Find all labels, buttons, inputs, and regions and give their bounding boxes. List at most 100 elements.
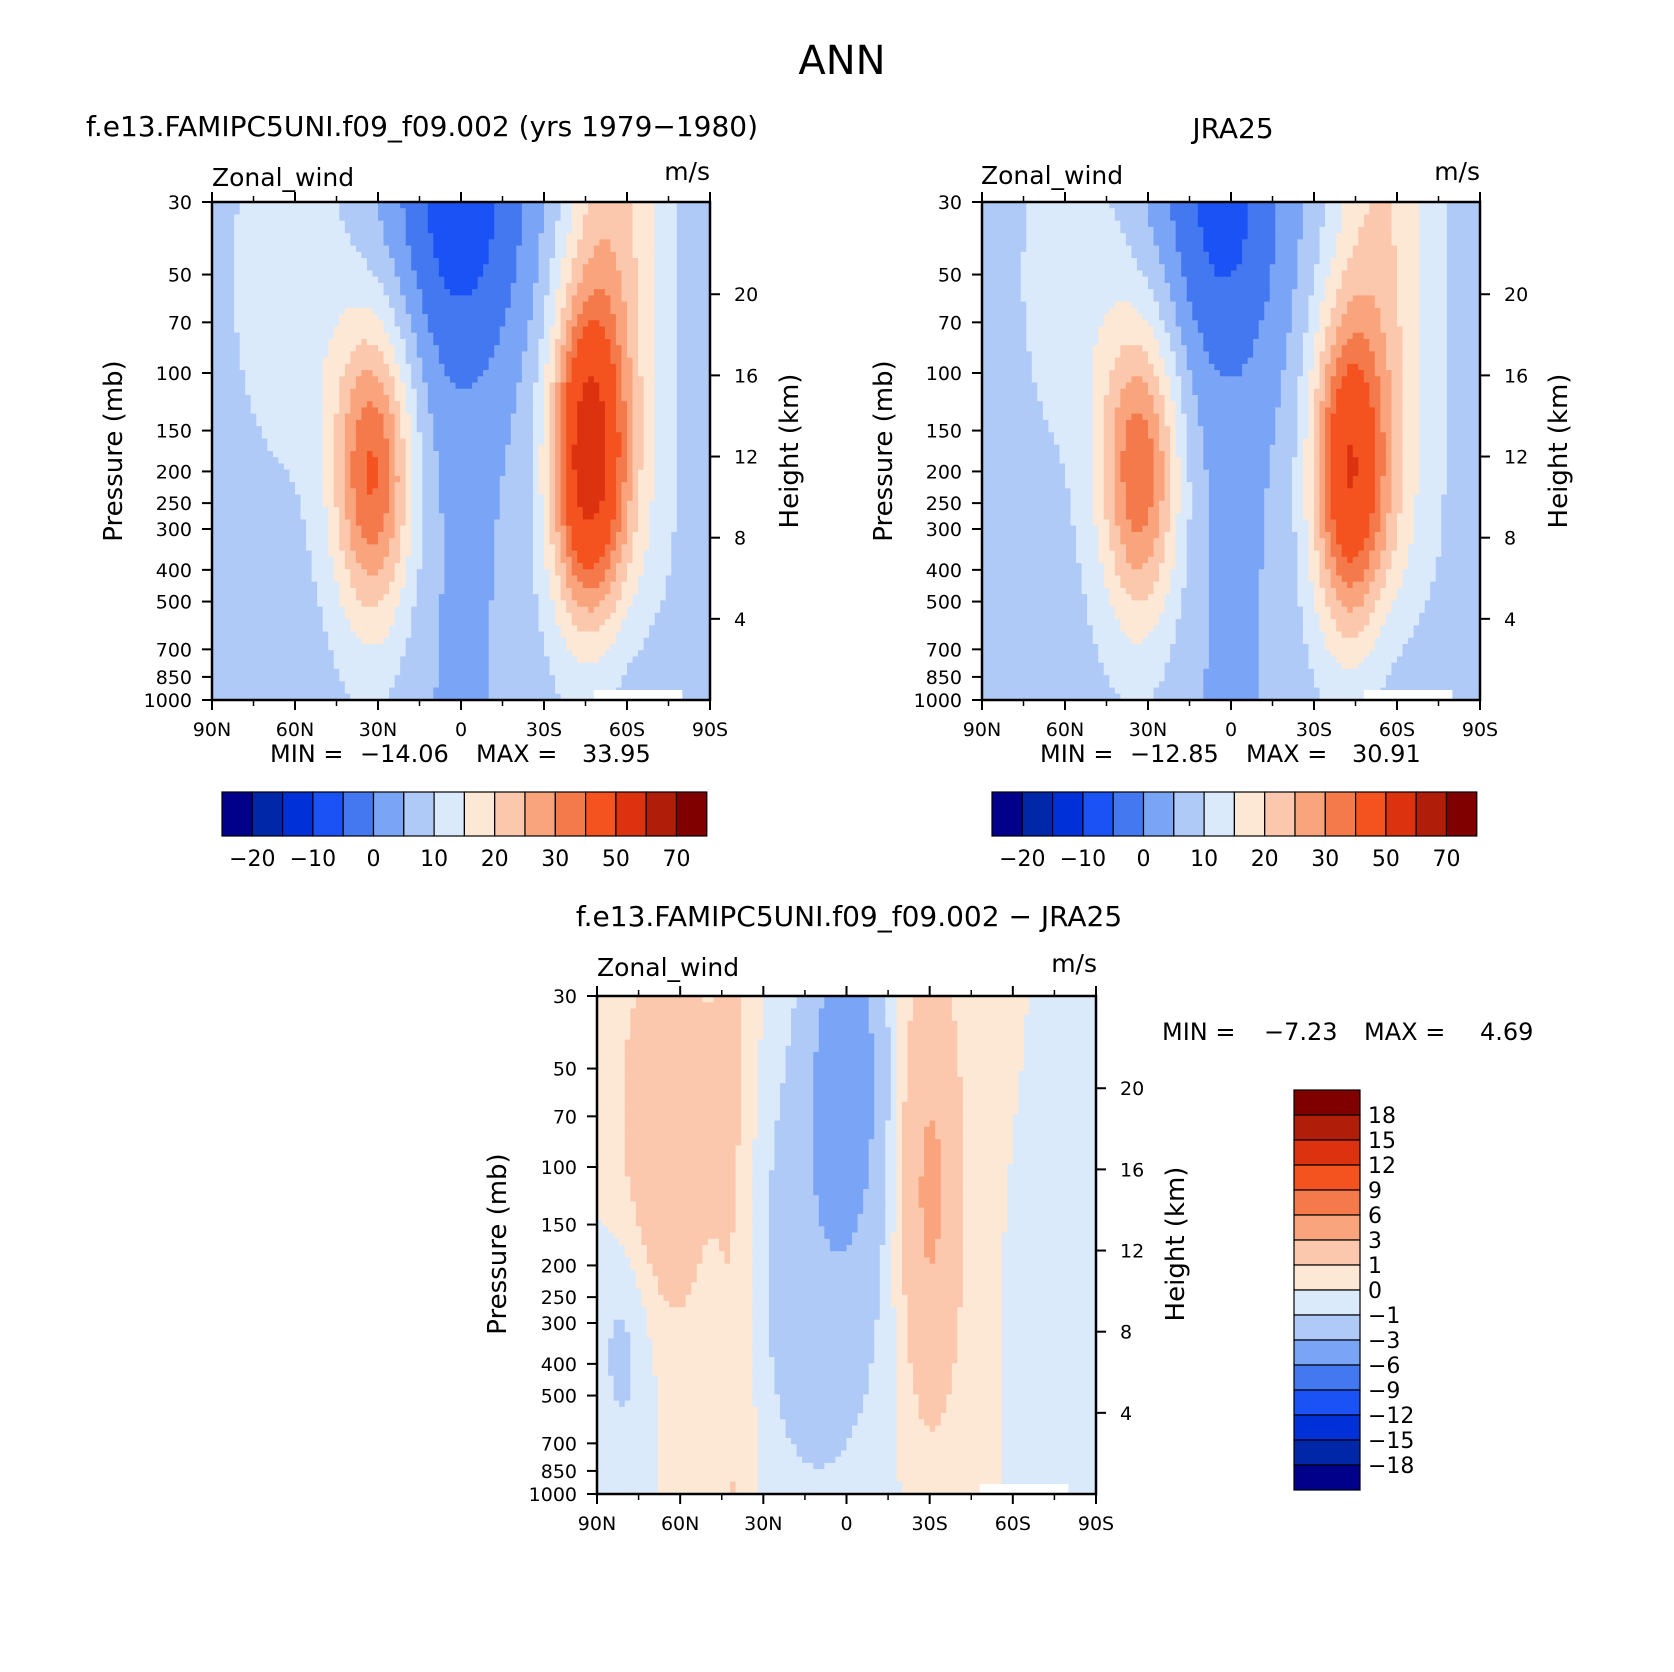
contour-cell — [449, 438, 457, 446]
contour-cell — [555, 314, 562, 321]
contour-cell — [355, 525, 362, 533]
contour-cell — [444, 513, 451, 521]
contour-cell — [455, 239, 462, 247]
contour-cell — [223, 295, 230, 303]
contour-cell — [627, 276, 634, 284]
contour-cell — [532, 345, 540, 352]
contour-cell — [217, 239, 224, 247]
contour-cell — [488, 332, 495, 340]
contour-cell — [250, 289, 257, 296]
contour-cell — [488, 239, 495, 247]
contour-cell — [516, 494, 523, 502]
contour-cell — [394, 469, 401, 477]
contour-cell — [488, 432, 495, 440]
contour-cell — [411, 258, 418, 265]
contour-cell — [400, 494, 407, 502]
contour-cell — [660, 226, 667, 234]
contour-cell — [411, 357, 418, 365]
contour-cell — [433, 407, 440, 415]
contour-cell — [378, 276, 385, 284]
contour-cell — [461, 444, 468, 452]
contour-cell — [638, 326, 645, 334]
contour-cell — [483, 220, 490, 228]
contour-cell — [411, 301, 418, 309]
contour-cell — [505, 363, 512, 371]
contour-cell — [416, 301, 423, 309]
contour-cell — [632, 357, 639, 365]
contour-cell — [372, 251, 379, 259]
contour-cell — [344, 482, 351, 489]
contour-cell — [416, 226, 423, 234]
contour-cell — [256, 488, 263, 496]
contour-cell — [350, 351, 357, 359]
contour-cell — [676, 264, 683, 272]
contour-cell — [449, 264, 457, 272]
contour-cell — [532, 264, 540, 272]
contour-cell — [272, 351, 279, 359]
contour-cell — [544, 270, 551, 278]
contour-cell — [627, 519, 634, 527]
contour-cell — [566, 270, 573, 278]
contour-cell — [350, 538, 357, 545]
contour-cell — [355, 531, 362, 539]
contour-cell — [472, 388, 479, 396]
contour-cell — [593, 513, 600, 521]
contour-cell — [449, 382, 457, 390]
contour-cell — [444, 525, 451, 533]
contour-cell — [549, 270, 556, 278]
contour-cell — [649, 426, 656, 433]
contour-cell — [516, 314, 523, 321]
contour-cell — [339, 525, 346, 533]
contour-cell — [649, 494, 656, 502]
contour-cell — [239, 245, 246, 253]
contour-cell — [289, 544, 296, 552]
contour-cell — [704, 444, 710, 452]
contour-cell — [317, 382, 324, 390]
contour-cell — [433, 432, 440, 440]
contour-cell — [289, 488, 296, 496]
contour-cell — [621, 488, 628, 496]
contour-cell — [704, 295, 710, 303]
contour-cell — [389, 251, 396, 259]
contour-cell — [505, 276, 512, 284]
contour-cell — [350, 507, 357, 514]
contour-cell — [372, 357, 379, 365]
contour-cell — [322, 301, 329, 309]
contour-cell — [660, 413, 667, 421]
contour-cell — [527, 326, 534, 334]
contour-cell — [411, 525, 418, 533]
contour-cell — [510, 531, 517, 539]
contour-cell — [544, 394, 551, 402]
contour-cell — [333, 432, 340, 440]
contour-cell — [461, 326, 468, 334]
contour-cell — [239, 376, 246, 384]
contour-cell — [250, 507, 257, 514]
contour-cell — [577, 513, 584, 521]
contour-cell — [549, 258, 556, 265]
contour-cell — [698, 500, 706, 508]
contour-cell — [427, 320, 434, 328]
contour-cell — [621, 519, 628, 527]
contour-cell — [328, 494, 335, 502]
contour-cell — [411, 388, 418, 396]
contour-cell — [588, 444, 595, 452]
contour-cell — [300, 338, 307, 346]
contour-cell — [494, 376, 501, 384]
contour-cell — [261, 426, 268, 433]
contour-cell — [483, 289, 490, 296]
contour-cell — [527, 376, 534, 384]
contour-cell — [499, 382, 506, 390]
contour-cell — [328, 388, 335, 396]
contour-cell — [687, 438, 694, 446]
contour-cell — [389, 394, 396, 402]
contour-cell — [505, 357, 512, 365]
contour-cell — [649, 301, 656, 309]
contour-cell — [245, 419, 252, 427]
contour-cell — [505, 320, 512, 328]
contour-cell — [671, 202, 678, 209]
contour-cell — [593, 519, 600, 527]
contour-cell — [239, 233, 246, 240]
contour-cell — [267, 451, 274, 458]
contour-cell — [577, 407, 584, 415]
